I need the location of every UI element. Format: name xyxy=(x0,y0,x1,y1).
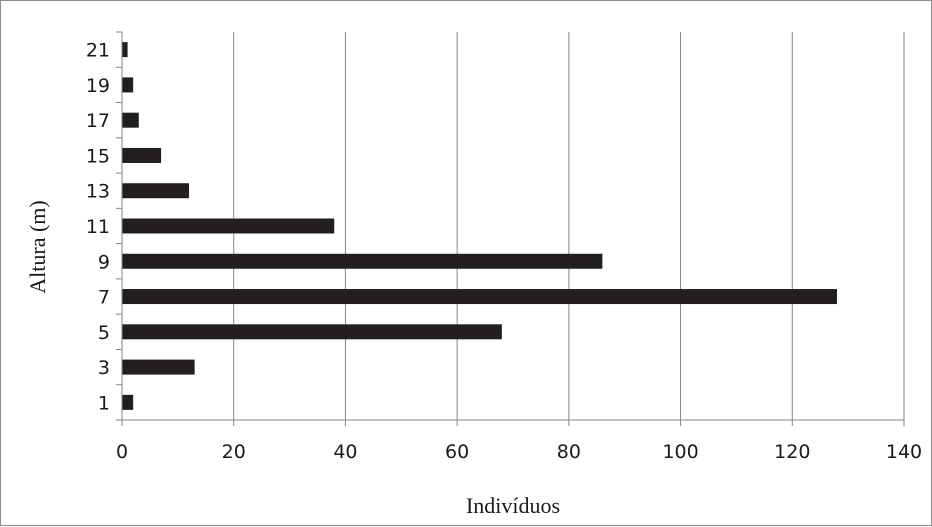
bar-altura-3 xyxy=(122,359,195,375)
bar-altura-21 xyxy=(122,42,128,58)
bar-altura-13 xyxy=(122,183,190,199)
y-tick-label-3: 3 xyxy=(98,357,110,379)
y-tick-label-17: 17 xyxy=(86,110,110,132)
x-tick-label-140: 140 xyxy=(886,441,922,463)
bar-altura-17 xyxy=(122,112,139,128)
axes xyxy=(116,31,905,426)
y-tick-label-21: 21 xyxy=(86,40,110,62)
bar-altura-7 xyxy=(122,289,837,305)
bar-altura-15 xyxy=(122,147,162,163)
x-axis-title: Indivíduos xyxy=(466,493,560,518)
x-tick-label-80: 80 xyxy=(557,441,581,463)
y-tick-label-13: 13 xyxy=(86,181,110,203)
y-tick-label-11: 11 xyxy=(86,216,110,238)
x-tick-label-60: 60 xyxy=(445,441,469,463)
bar-altura-11 xyxy=(122,218,335,234)
bar-altura-19 xyxy=(122,77,134,93)
y-tick-label-5: 5 xyxy=(98,322,110,344)
bar-altura-5 xyxy=(122,324,502,340)
y-tick-label-15: 15 xyxy=(86,145,110,167)
gridlines xyxy=(233,32,905,420)
x-tick-label-120: 120 xyxy=(774,441,810,463)
x-tick-label-40: 40 xyxy=(333,441,357,463)
x-tick-label-20: 20 xyxy=(222,441,246,463)
bars xyxy=(122,42,837,410)
x-tick-labels: 0 20 40 60 80 100 120 140 xyxy=(116,441,922,463)
y-tick-label-7: 7 xyxy=(98,287,110,309)
y-tick-label-19: 19 xyxy=(86,75,110,97)
x-tick-label-100: 100 xyxy=(662,441,698,463)
bar-altura-1 xyxy=(122,394,134,410)
y-tick-label-1: 1 xyxy=(98,392,110,414)
y-tick-label-9: 9 xyxy=(98,251,110,273)
y-axis-title: Altura (m) xyxy=(25,200,50,293)
bar-altura-9 xyxy=(122,253,603,269)
x-tick-label-0: 0 xyxy=(116,441,128,463)
